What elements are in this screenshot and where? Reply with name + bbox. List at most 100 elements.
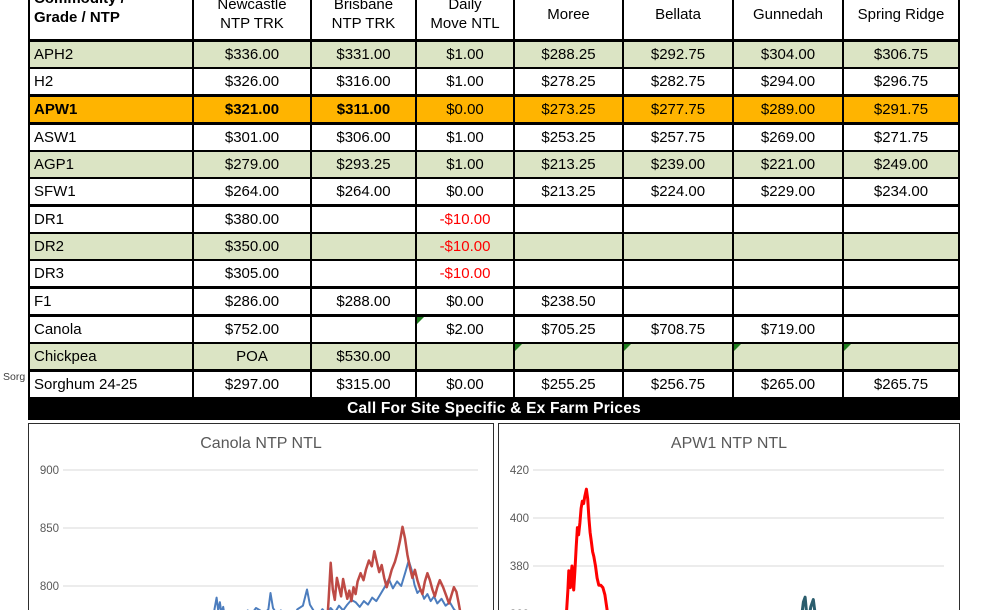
cell-h2-brisbane-ntp-trk[interactable]: $316.00	[310, 69, 415, 94]
header-bellata[interactable]: Bellata	[622, 0, 732, 39]
cell-sorghum-24-25-spring-ridge[interactable]: $265.75	[842, 372, 958, 397]
cell-dr3-spring-ridge[interactable]	[842, 261, 958, 286]
header-daily-move-ntl[interactable]: Daily Move NTL	[415, 0, 513, 39]
cell-h2-bellata[interactable]: $282.75	[622, 69, 732, 94]
cell-asw1-grade[interactable]: ASW1	[34, 129, 77, 146]
cell-dr1-brisbane-ntp-trk[interactable]	[310, 207, 415, 232]
cell-chickpea-newcastle-ntp-trk[interactable]: POA	[192, 344, 310, 369]
cell-sorghum-24-25-brisbane-ntp-trk[interactable]: $315.00	[310, 372, 415, 397]
cell-dr2-spring-ridge[interactable]	[842, 234, 958, 259]
cell-h2-newcastle-ntp-trk[interactable]: $326.00	[192, 69, 310, 94]
header-commodity-grade[interactable]: Commodity /Grade / NTP	[30, 0, 192, 39]
cell-aph2-gunnedah[interactable]: $304.00	[732, 42, 842, 67]
cell-agp1-grade[interactable]: AGP1	[34, 156, 75, 173]
cell-sorghum-24-25-grade[interactable]: Sorghum 24-25	[34, 376, 138, 393]
cell-dr1-bellata[interactable]	[622, 207, 732, 232]
cell-sfw1-bellata[interactable]: $224.00	[622, 179, 732, 204]
cell-dr3-bellata[interactable]	[622, 261, 732, 286]
cell-agp1-spring-ridge[interactable]: $249.00	[842, 152, 958, 177]
cell-apw1-gunnedah[interactable]: $289.00	[732, 97, 842, 122]
cell-h2-spring-ridge[interactable]: $296.75	[842, 69, 958, 94]
cell-dr3-gunnedah[interactable]	[732, 261, 842, 286]
cell-dr1-moree[interactable]	[513, 207, 622, 232]
cell-sfw1-grade[interactable]: SFW1	[34, 183, 76, 200]
header-newcastle-ntp-trk[interactable]: Newcastle NTP TRK	[192, 0, 310, 39]
cell-dr2-gunnedah[interactable]	[732, 234, 842, 259]
cell-f1-brisbane-ntp-trk[interactable]: $288.00	[310, 289, 415, 314]
cell-apw1-moree[interactable]: $273.25	[513, 97, 622, 122]
cell-sfw1-daily-move-ntl[interactable]: $0.00	[415, 179, 513, 204]
cell-sfw1-moree[interactable]: $213.25	[513, 179, 622, 204]
cell-chickpea-spring-ridge[interactable]	[842, 344, 958, 369]
cell-dr2-moree[interactable]	[513, 234, 622, 259]
cell-f1-grade[interactable]: F1	[34, 293, 52, 310]
cell-sfw1-brisbane-ntp-trk[interactable]: $264.00	[310, 179, 415, 204]
cell-dr3-newcastle-ntp-trk[interactable]: $305.00	[192, 261, 310, 286]
cell-sorghum-24-25-daily-move-ntl[interactable]: $0.00	[415, 372, 513, 397]
cell-h2-moree[interactable]: $278.25	[513, 69, 622, 94]
cell-dr1-daily-move-ntl[interactable]: -$10.00	[415, 207, 513, 232]
cell-asw1-daily-move-ntl[interactable]: $1.00	[415, 125, 513, 150]
cell-agp1-brisbane-ntp-trk[interactable]: $293.25	[310, 152, 415, 177]
cell-apw1-spring-ridge[interactable]: $291.75	[842, 97, 958, 122]
cell-aph2-bellata[interactable]: $292.75	[622, 42, 732, 67]
cell-dr1-spring-ridge[interactable]	[842, 207, 958, 232]
header-brisbane-ntp-trk[interactable]: Brisbane NTP TRK	[310, 0, 415, 39]
cell-agp1-bellata[interactable]: $239.00	[622, 152, 732, 177]
cell-f1-bellata[interactable]	[622, 289, 732, 314]
cell-apw1-brisbane-ntp-trk[interactable]: $311.00	[310, 97, 415, 122]
cell-apw1-daily-move-ntl[interactable]: $0.00	[415, 97, 513, 122]
cell-h2-gunnedah[interactable]: $294.00	[732, 69, 842, 94]
cell-h2-daily-move-ntl[interactable]: $1.00	[415, 69, 513, 94]
cell-dr1-grade[interactable]: DR1	[34, 211, 65, 228]
cell-f1-spring-ridge[interactable]	[842, 289, 958, 314]
header-spring-ridge[interactable]: Spring Ridge	[842, 0, 958, 39]
cell-chickpea-daily-move-ntl[interactable]	[415, 344, 513, 369]
cell-canola-daily-move-ntl[interactable]: $2.00	[415, 317, 513, 342]
cell-dr2-bellata[interactable]	[622, 234, 732, 259]
cell-f1-moree[interactable]: $238.50	[513, 289, 622, 314]
cell-sorghum-24-25-bellata[interactable]: $256.75	[622, 372, 732, 397]
cell-chickpea-gunnedah[interactable]	[732, 344, 842, 369]
header-moree[interactable]: Moree	[513, 0, 622, 39]
cell-canola-gunnedah[interactable]: $719.00	[732, 317, 842, 342]
cell-asw1-spring-ridge[interactable]: $271.75	[842, 125, 958, 150]
cell-dr2-newcastle-ntp-trk[interactable]: $350.00	[192, 234, 310, 259]
cell-f1-newcastle-ntp-trk[interactable]: $286.00	[192, 289, 310, 314]
cell-canola-bellata[interactable]: $708.75	[622, 317, 732, 342]
cell-canola-brisbane-ntp-trk[interactable]	[310, 317, 415, 342]
cell-canola-newcastle-ntp-trk[interactable]: $752.00	[192, 317, 310, 342]
cell-agp1-gunnedah[interactable]: $221.00	[732, 152, 842, 177]
cell-aph2-brisbane-ntp-trk[interactable]: $331.00	[310, 42, 415, 67]
cell-apw1-grade[interactable]: APW1	[34, 101, 78, 118]
cell-asw1-moree[interactable]: $253.25	[513, 125, 622, 150]
cell-chickpea-grade[interactable]: Chickpea	[34, 348, 97, 365]
cell-dr3-grade[interactable]: DR3	[34, 265, 65, 282]
cell-dr2-daily-move-ntl[interactable]: -$10.00	[415, 234, 513, 259]
cell-sorghum-24-25-newcastle-ntp-trk[interactable]: $297.00	[192, 372, 310, 397]
cell-dr1-newcastle-ntp-trk[interactable]: $380.00	[192, 207, 310, 232]
cell-dr2-grade[interactable]: DR2	[34, 238, 65, 255]
cell-asw1-gunnedah[interactable]: $269.00	[732, 125, 842, 150]
cell-aph2-moree[interactable]: $288.25	[513, 42, 622, 67]
cell-aph2-newcastle-ntp-trk[interactable]: $336.00	[192, 42, 310, 67]
cell-sorghum-24-25-gunnedah[interactable]: $265.00	[732, 372, 842, 397]
header-gunnedah[interactable]: Gunnedah	[732, 0, 842, 39]
cell-chickpea-bellata[interactable]	[622, 344, 732, 369]
cell-aph2-spring-ridge[interactable]: $306.75	[842, 42, 958, 67]
cell-asw1-bellata[interactable]: $257.75	[622, 125, 732, 150]
cell-h2-grade[interactable]: H2	[34, 73, 54, 90]
cell-apw1-bellata[interactable]: $277.75	[622, 97, 732, 122]
cell-canola-grade[interactable]: Canola	[34, 321, 82, 338]
cell-sfw1-newcastle-ntp-trk[interactable]: $264.00	[192, 179, 310, 204]
cell-sfw1-gunnedah[interactable]: $229.00	[732, 179, 842, 204]
cell-dr3-daily-move-ntl[interactable]: -$10.00	[415, 261, 513, 286]
cell-dr3-brisbane-ntp-trk[interactable]	[310, 261, 415, 286]
cell-dr1-gunnedah[interactable]	[732, 207, 842, 232]
cell-asw1-brisbane-ntp-trk[interactable]: $306.00	[310, 125, 415, 150]
cell-aph2-daily-move-ntl[interactable]: $1.00	[415, 42, 513, 67]
cell-aph2-grade[interactable]: APH2	[34, 46, 74, 63]
cell-dr2-brisbane-ntp-trk[interactable]	[310, 234, 415, 259]
cell-f1-gunnedah[interactable]	[732, 289, 842, 314]
cell-apw1-newcastle-ntp-trk[interactable]: $321.00	[192, 97, 310, 122]
